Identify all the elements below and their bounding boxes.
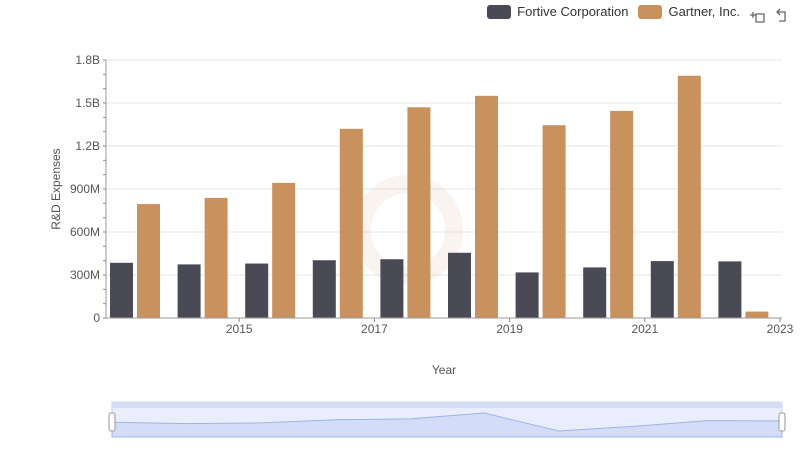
- bar-fortive-2023[interactable]: [718, 261, 742, 318]
- x-tick-label: 2021: [631, 322, 658, 336]
- x-axis: 2015 2017 2019 2021 2023: [106, 317, 794, 336]
- bar-gartner-2023[interactable]: [745, 311, 769, 318]
- bars-group: [110, 75, 769, 319]
- legend-swatch-fortive: [487, 4, 512, 19]
- range-slider-handle-left[interactable]: [108, 412, 116, 432]
- x-tick-label: 2023: [767, 322, 794, 336]
- legend: Fortive Corporation Gartner, Inc.: [487, 4, 740, 19]
- bar-gartner-2021[interactable]: [610, 110, 634, 318]
- bar-fortive-2018[interactable]: [380, 259, 404, 318]
- bar-gartner-2015[interactable]: [204, 197, 228, 318]
- y-axis-title: R&D Expenses: [49, 148, 63, 229]
- range-slider-handle-right[interactable]: [778, 412, 786, 432]
- crosshair-zoom-icon[interactable]: [748, 6, 766, 24]
- legend-label-fortive: Fortive Corporation: [517, 4, 629, 19]
- y-tick-label: 1.5B: [75, 96, 100, 110]
- legend-item-fortive[interactable]: Fortive Corporation: [487, 4, 628, 19]
- y-tick-label: 1.8B: [75, 53, 100, 67]
- bar-gartner-2019[interactable]: [475, 95, 498, 318]
- bar-gartner-2018[interactable]: [407, 107, 431, 318]
- bar-fortive-2017[interactable]: [312, 260, 336, 318]
- bar-fortive-2014[interactable]: [110, 262, 133, 318]
- range-slider-top-bar: [112, 402, 782, 408]
- reset-zoom-icon[interactable]: [774, 6, 792, 24]
- bar-gartner-2017[interactable]: [339, 128, 363, 318]
- y-tick-label: 600M: [70, 225, 100, 239]
- bar-fortive-2015[interactable]: [177, 264, 201, 318]
- x-axis-title: Year: [432, 363, 456, 377]
- x-tick-label: 2019: [496, 322, 523, 336]
- bar-gartner-2014[interactable]: [137, 204, 160, 318]
- y-tick-label: 900M: [70, 182, 100, 196]
- bar-fortive-2020[interactable]: [515, 272, 539, 318]
- bar-gartner-2020[interactable]: [542, 125, 566, 318]
- y-axis: 0 300M 600M 900M 1.2B 1.5B 1.8B: [70, 53, 107, 325]
- bar-fortive-2019[interactable]: [448, 252, 471, 318]
- legend-swatch-gartner: [638, 4, 663, 19]
- chart-toolbar: [748, 6, 792, 24]
- bar-gartner-2022[interactable]: [677, 75, 701, 319]
- x-tick-label: 2015: [226, 322, 253, 336]
- bar-fortive-2016[interactable]: [245, 263, 269, 318]
- y-tick-label: 1.2B: [75, 139, 100, 153]
- range-slider-overview: [111, 412, 783, 438]
- y-tick-label: 300M: [70, 268, 100, 282]
- range-slider[interactable]: [108, 401, 786, 438]
- legend-label-gartner: Gartner, Inc.: [668, 4, 740, 19]
- x-tick-label: 2017: [361, 322, 388, 336]
- bar-fortive-2021[interactable]: [583, 267, 607, 318]
- bar-fortive-2022[interactable]: [650, 261, 674, 318]
- legend-item-gartner[interactable]: Gartner, Inc.: [638, 4, 740, 19]
- y-tick-label: 0: [93, 311, 100, 325]
- bar-gartner-2016[interactable]: [272, 182, 296, 318]
